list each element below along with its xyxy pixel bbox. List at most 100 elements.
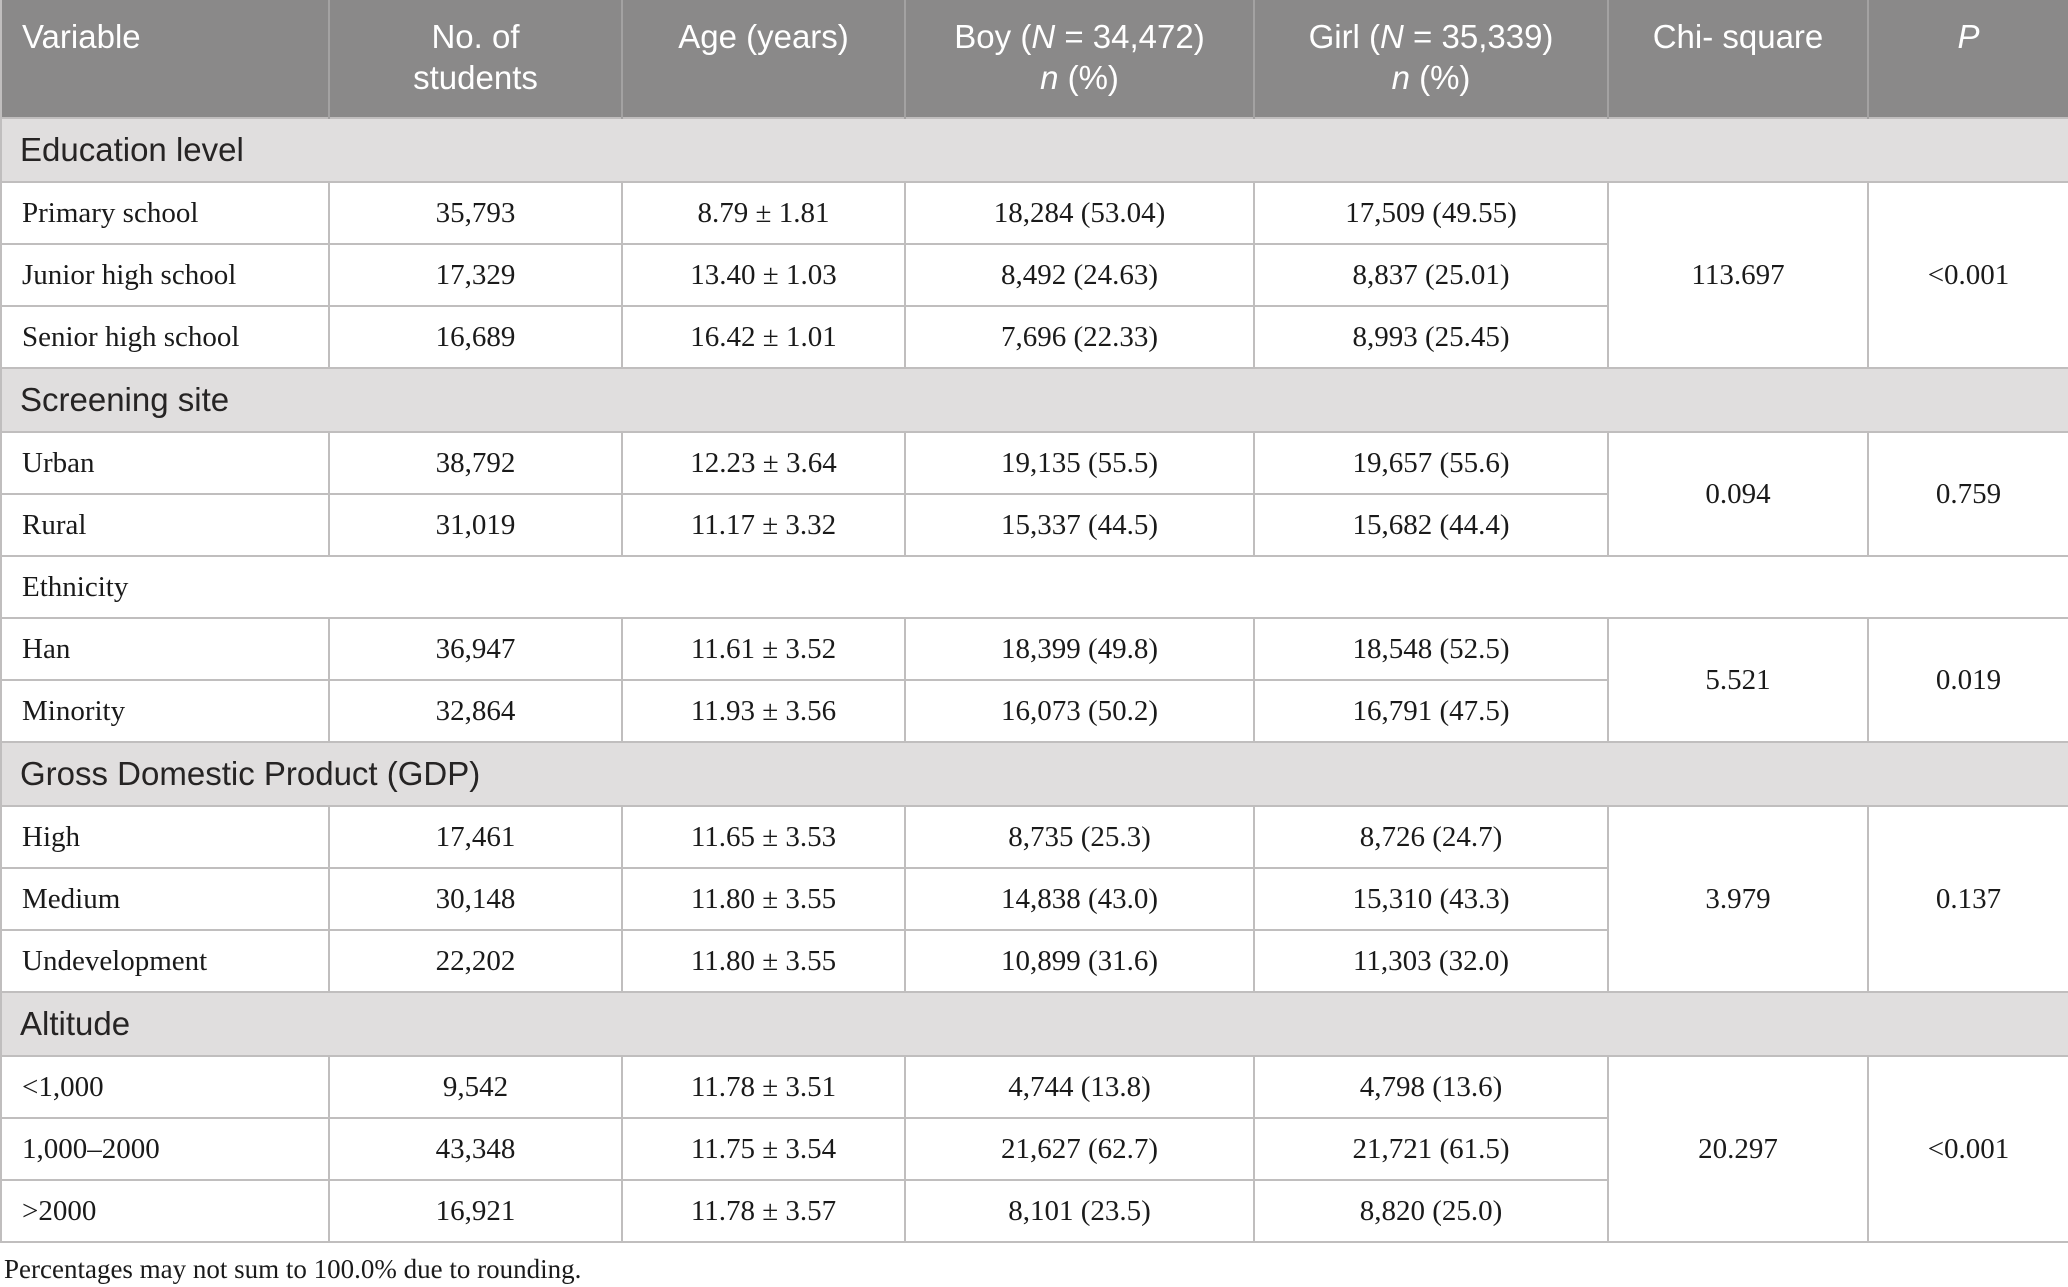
girl-cell: 8,837 (25.01) <box>1253 243 1609 307</box>
age-cell: 11.80 ± 3.55 <box>621 929 906 993</box>
row-gdp-high: High 17,461 11.65 ± 3.53 8,735 (25.3) 8,… <box>0 805 2068 993</box>
girl-cell: 4,798 (13.6) <box>1253 1055 1609 1119</box>
italic-n: n <box>1040 59 1059 96</box>
students-cell: 32,864 <box>328 679 623 743</box>
header-line: Girl (N = 35,339) <box>1256 16 1606 57</box>
header-text: = 35,339) <box>1403 18 1554 55</box>
age-cell: 11.61 ± 3.52 <box>621 617 906 681</box>
p-value-cell: 0.019 <box>1867 617 2068 743</box>
variable-cell: Primary school <box>0 181 330 245</box>
col-header-girl: Girl (N = 35,339) n (%) <box>1253 0 1608 118</box>
header-text: = 34,472) <box>1055 18 1205 55</box>
girl-cell: 11,303 (32.0) <box>1253 929 1609 993</box>
variable-cell: High <box>0 805 330 869</box>
variable-cell: Senior high school <box>0 305 330 369</box>
age-cell: 13.40 ± 1.03 <box>621 243 906 307</box>
p-value-cell: 0.759 <box>1867 431 2068 557</box>
girl-cell: 8,993 (25.45) <box>1253 305 1609 369</box>
boy-cell: 18,284 (53.04) <box>904 181 1255 245</box>
section-row-education-level: Education level <box>0 117 2068 183</box>
students-cell: 17,461 <box>328 805 623 869</box>
col-header-no-of-students: No. of students <box>328 0 622 118</box>
students-cell: 31,019 <box>328 493 623 557</box>
age-cell: 11.80 ± 3.55 <box>621 867 906 931</box>
variable-cell: Junior high school <box>0 243 330 307</box>
girl-cell: 8,820 (25.0) <box>1253 1179 1609 1243</box>
age-cell: 16.42 ± 1.01 <box>621 305 906 369</box>
row-altitude-below-1000: <1,000 9,542 11.78 ± 3.51 4,744 (13.8) 4… <box>0 1055 2068 1243</box>
boy-cell: 7,696 (22.33) <box>904 305 1255 369</box>
variable-cell: Han <box>0 617 330 681</box>
students-cell: 17,329 <box>328 243 623 307</box>
age-cell: 12.23 ± 3.64 <box>621 431 906 495</box>
variable-cell: Rural <box>0 493 330 557</box>
age-cell: 11.78 ± 3.57 <box>621 1179 906 1243</box>
row-han: Han 36,947 11.61 ± 3.52 18,399 (49.8) 18… <box>0 617 2068 743</box>
p-value-cell: <0.001 <box>1867 181 2068 369</box>
boy-cell: 18,399 (49.8) <box>904 617 1255 681</box>
age-cell: 11.93 ± 3.56 <box>621 679 906 743</box>
section-title: Gross Domestic Product (GDP) <box>0 741 2068 807</box>
boy-cell: 21,627 (62.7) <box>904 1117 1255 1181</box>
header-line: Boy (N = 34,472) <box>907 16 1252 57</box>
col-header-chi-square: Chi- square <box>1607 0 1868 118</box>
section-row-gdp: Gross Domestic Product (GDP) <box>0 741 2068 807</box>
variable-cell: >2000 <box>0 1179 330 1243</box>
row-minority: Minority 32,864 11.93 ± 3.56 16,073 (50.… <box>0 679 2068 743</box>
girl-cell: 21,721 (61.5) <box>1253 1117 1609 1181</box>
section-title: Altitude <box>0 991 2068 1057</box>
row-junior-high-school: Junior high school 17,329 13.40 ± 1.03 8… <box>0 243 2068 307</box>
section-title: Education level <box>0 117 2068 183</box>
row-urban: Urban 38,792 12.23 ± 3.64 19,135 (55.5) … <box>0 431 2068 557</box>
boy-cell: 8,101 (23.5) <box>904 1179 1255 1243</box>
age-cell: 11.65 ± 3.53 <box>621 805 906 869</box>
row-altitude-above-2000: >2000 16,921 11.78 ± 3.57 8,101 (23.5) 8… <box>0 1179 2068 1243</box>
girl-cell: 8,726 (24.7) <box>1253 805 1609 869</box>
girl-cell: 15,682 (44.4) <box>1253 493 1609 557</box>
age-cell: 8.79 ± 1.81 <box>621 181 906 245</box>
row-senior-high-school: Senior high school 16,689 16.42 ± 1.01 7… <box>0 305 2068 369</box>
students-cell: 35,793 <box>328 181 623 245</box>
p-value-cell: <0.001 <box>1867 1055 2068 1243</box>
students-cell: 22,202 <box>328 929 623 993</box>
variable-cell: 1,000–2000 <box>0 1117 330 1181</box>
section-row-screening-site: Screening site <box>0 367 2068 433</box>
row-gdp-undevelopment: Undevelopment 22,202 11.80 ± 3.55 10,899… <box>0 929 2068 993</box>
section-title: Ethnicity <box>0 555 2068 619</box>
demographics-table: Variable No. of students Age (years) Boy… <box>0 0 2068 1243</box>
students-cell: 38,792 <box>328 431 623 495</box>
row-primary-school: Primary school 35,793 8.79 ± 1.81 18,284… <box>0 181 2068 369</box>
students-cell: 16,921 <box>328 1179 623 1243</box>
header-line: No. of <box>431 18 520 55</box>
students-cell: 30,148 <box>328 867 623 931</box>
age-cell: 11.17 ± 3.32 <box>621 493 906 557</box>
header-text: Boy ( <box>954 18 1032 55</box>
variable-cell: Urban <box>0 431 330 495</box>
section-row-ethnicity: Ethnicity <box>0 555 2068 619</box>
italic-p: P <box>1957 18 1980 55</box>
col-header-variable: Variable <box>1 0 329 118</box>
students-cell: 43,348 <box>328 1117 623 1181</box>
header-text: (%) <box>1058 59 1119 96</box>
age-cell: 11.75 ± 3.54 <box>621 1117 906 1181</box>
header-text: Girl ( <box>1308 18 1381 55</box>
girl-cell: 15,310 (43.3) <box>1253 867 1609 931</box>
variable-cell: <1,000 <box>0 1055 330 1119</box>
chi-square-cell: 5.521 <box>1607 617 1869 743</box>
header-row: Variable No. of students Age (years) Boy… <box>1 0 2068 118</box>
italic-n: N <box>1031 18 1056 55</box>
row-altitude-1000-2000: 1,000–2000 43,348 11.75 ± 3.54 21,627 (6… <box>0 1117 2068 1181</box>
italic-n: n <box>1391 59 1410 96</box>
variable-cell: Medium <box>0 867 330 931</box>
section-title: Screening site <box>0 367 2068 433</box>
header-text: (%) <box>1409 59 1471 96</box>
header-line: n (%) <box>907 57 1252 98</box>
italic-n: N <box>1380 18 1404 55</box>
students-cell: 16,689 <box>328 305 623 369</box>
girl-cell: 19,657 (55.6) <box>1253 431 1609 495</box>
chi-square-cell: 20.297 <box>1607 1055 1869 1243</box>
section-row-altitude: Altitude <box>0 991 2068 1057</box>
p-value-cell: 0.137 <box>1867 805 2068 993</box>
variable-cell: Undevelopment <box>0 929 330 993</box>
row-gdp-medium: Medium 30,148 11.80 ± 3.55 14,838 (43.0)… <box>0 867 2068 931</box>
